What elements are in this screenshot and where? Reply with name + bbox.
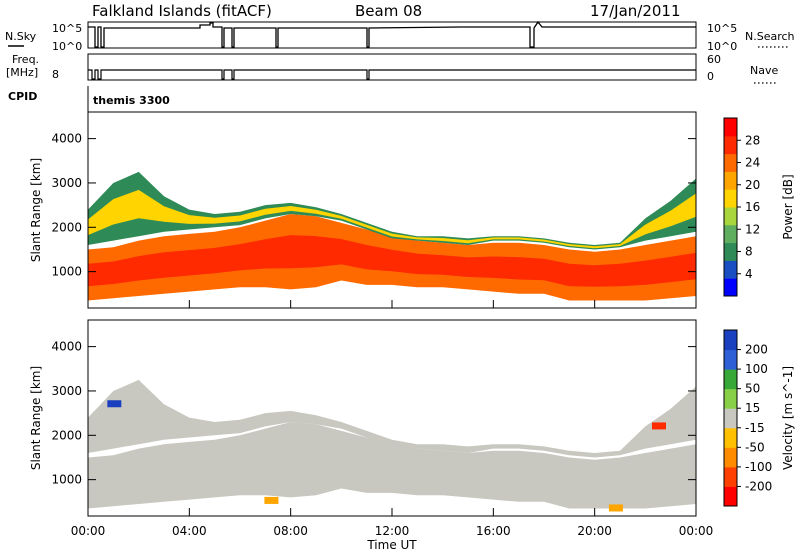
nsearch-label: N.Search [745, 30, 795, 43]
time-axis: 00:00 04:00 08:00 12:00 16:00 20:00 00:00 [71, 300, 714, 538]
nave-tick-bottom: 0 [707, 70, 714, 83]
velocity-colorbar-tick-label: 50 [745, 382, 760, 396]
nsky-panel: 10^5 10^0 N.Sky 10^5 10^0 N.Search [5, 20, 795, 53]
x-tick-label: 12:00 [375, 524, 410, 538]
velocity-band-high-range [88, 379, 696, 458]
y-tick-label: 2000 [51, 428, 82, 442]
station-title: Falkland Islands (fitACF) [92, 2, 272, 20]
nsearch-tick-bottom: 10^0 [707, 40, 737, 53]
velocity-colorbar-tick-label: -100 [745, 460, 772, 474]
x-tick-label: 00:00 [679, 524, 714, 538]
velocity-colorbar-tick-label: 15 [745, 401, 760, 415]
velocity-colorbar: 200 100 50 15 -15 -50 -100 -200 Velocity [m s^-… [723, 329, 795, 507]
colorbar-swatch [724, 207, 737, 226]
y-tick-label: 4000 [51, 132, 82, 146]
colorbar-swatch [724, 408, 737, 429]
colorbar-swatch [724, 388, 737, 409]
colorbar-swatch [724, 260, 737, 279]
power-colorbar-tick-label: 20 [745, 178, 760, 192]
velocity-colorbar-tick-label: -50 [745, 440, 765, 454]
y-tick-label: 1000 [51, 265, 82, 279]
x-tick-label: 04:00 [172, 524, 207, 538]
power-panel: 1000 2000 3000 4000 Slant Range [km] [29, 111, 697, 309]
colorbar-swatch [724, 330, 737, 351]
nsky-trace [88, 20, 696, 48]
y-tick-label: 3000 [51, 384, 82, 398]
freq-panel: Freq. [MHz] 8 60 0 Nave [6, 53, 778, 84]
freq-trace [88, 69, 696, 80]
velocity-y-axis-label: Slant Range [km] [29, 366, 43, 470]
colorbar-swatch [724, 153, 737, 172]
colorbar-swatch [724, 189, 737, 208]
nave-label: Nave [750, 64, 778, 77]
power-colorbar-tick-label: 4 [745, 267, 753, 281]
y-tick-label: 2000 [51, 220, 82, 234]
nsky-tick-top: 10^5 [52, 22, 82, 35]
colorbar-swatch [724, 171, 737, 190]
y-tick-label: 3000 [51, 176, 82, 190]
freq-unit: [MHz] [6, 66, 38, 79]
velocity-band-low-range [88, 422, 696, 509]
colorbar-swatch [724, 135, 737, 155]
velocity-flow-mark [652, 422, 666, 430]
colorbar-swatch [724, 486, 737, 507]
power-colorbar-tick-label: 12 [745, 222, 760, 236]
nave-tick-top: 60 [707, 53, 721, 66]
beam-title: Beam 08 [355, 2, 422, 20]
x-tick-label: 16:00 [476, 524, 511, 538]
y-tick-label: 1000 [51, 473, 82, 487]
velocity-colorbar-tick-label: -200 [745, 479, 772, 493]
date-title: 17/Jan/2011 [590, 2, 681, 20]
velocity-panel: 1000 2000 3000 4000 Slant Range [km] [29, 319, 697, 517]
x-tick-label: 08:00 [273, 524, 308, 538]
colorbar-swatch [724, 242, 737, 261]
x-tick-label: 20:00 [577, 524, 612, 538]
power-colorbar-tick-label: 28 [745, 133, 760, 147]
cpid-panel: themis 3300 [87, 86, 170, 112]
freq-tick: 8 [52, 68, 59, 81]
colorbar-swatch [724, 278, 737, 297]
colorbar-swatch [724, 427, 737, 448]
colorbar-swatch [724, 118, 737, 137]
nsky-label: N.Sky [5, 30, 37, 43]
power-y-axis-label: Slant Range [km] [29, 158, 43, 262]
power-band-core-high-range [88, 189, 696, 249]
velocity-flow-mark [608, 504, 623, 512]
nsky-tick-bottom: 10^0 [52, 40, 82, 53]
cpid-label: CPID [8, 90, 37, 103]
power-colorbar-tick-label: 24 [745, 156, 760, 170]
x-tick-label: 00:00 [71, 524, 106, 538]
x-axis-label: Time UT [366, 538, 417, 552]
y-tick-label: 4000 [51, 340, 82, 354]
velocity-flow-mark [264, 496, 279, 504]
velocity-flow-mark [107, 400, 122, 408]
cpid-value: themis 3300 [93, 94, 170, 107]
velocity-colorbar-tick-label: -15 [745, 421, 765, 435]
velocity-colorbar-tick-label: 100 [745, 362, 768, 376]
power-band-core-low-range [88, 235, 696, 287]
nsearch-tick-top: 10^5 [707, 22, 737, 35]
velocity-colorbar-tick-label: 200 [745, 343, 768, 357]
power-colorbar-label: Power [dB] [781, 174, 795, 239]
colorbar-swatch [724, 369, 737, 390]
colorbar-swatch [724, 447, 737, 468]
colorbar-swatch [724, 224, 737, 244]
colorbar-swatch [724, 466, 737, 487]
power-colorbar-tick-label: 8 [745, 245, 753, 259]
velocity-colorbar-label: Velocity [m s^-1] [781, 366, 795, 470]
colorbar-swatch [724, 349, 737, 370]
power-colorbar: 4 8 12 16 20 24 28 Power [dB] [723, 117, 795, 297]
power-colorbar-tick-label: 16 [745, 200, 760, 214]
freq-label: Freq. [12, 53, 39, 66]
